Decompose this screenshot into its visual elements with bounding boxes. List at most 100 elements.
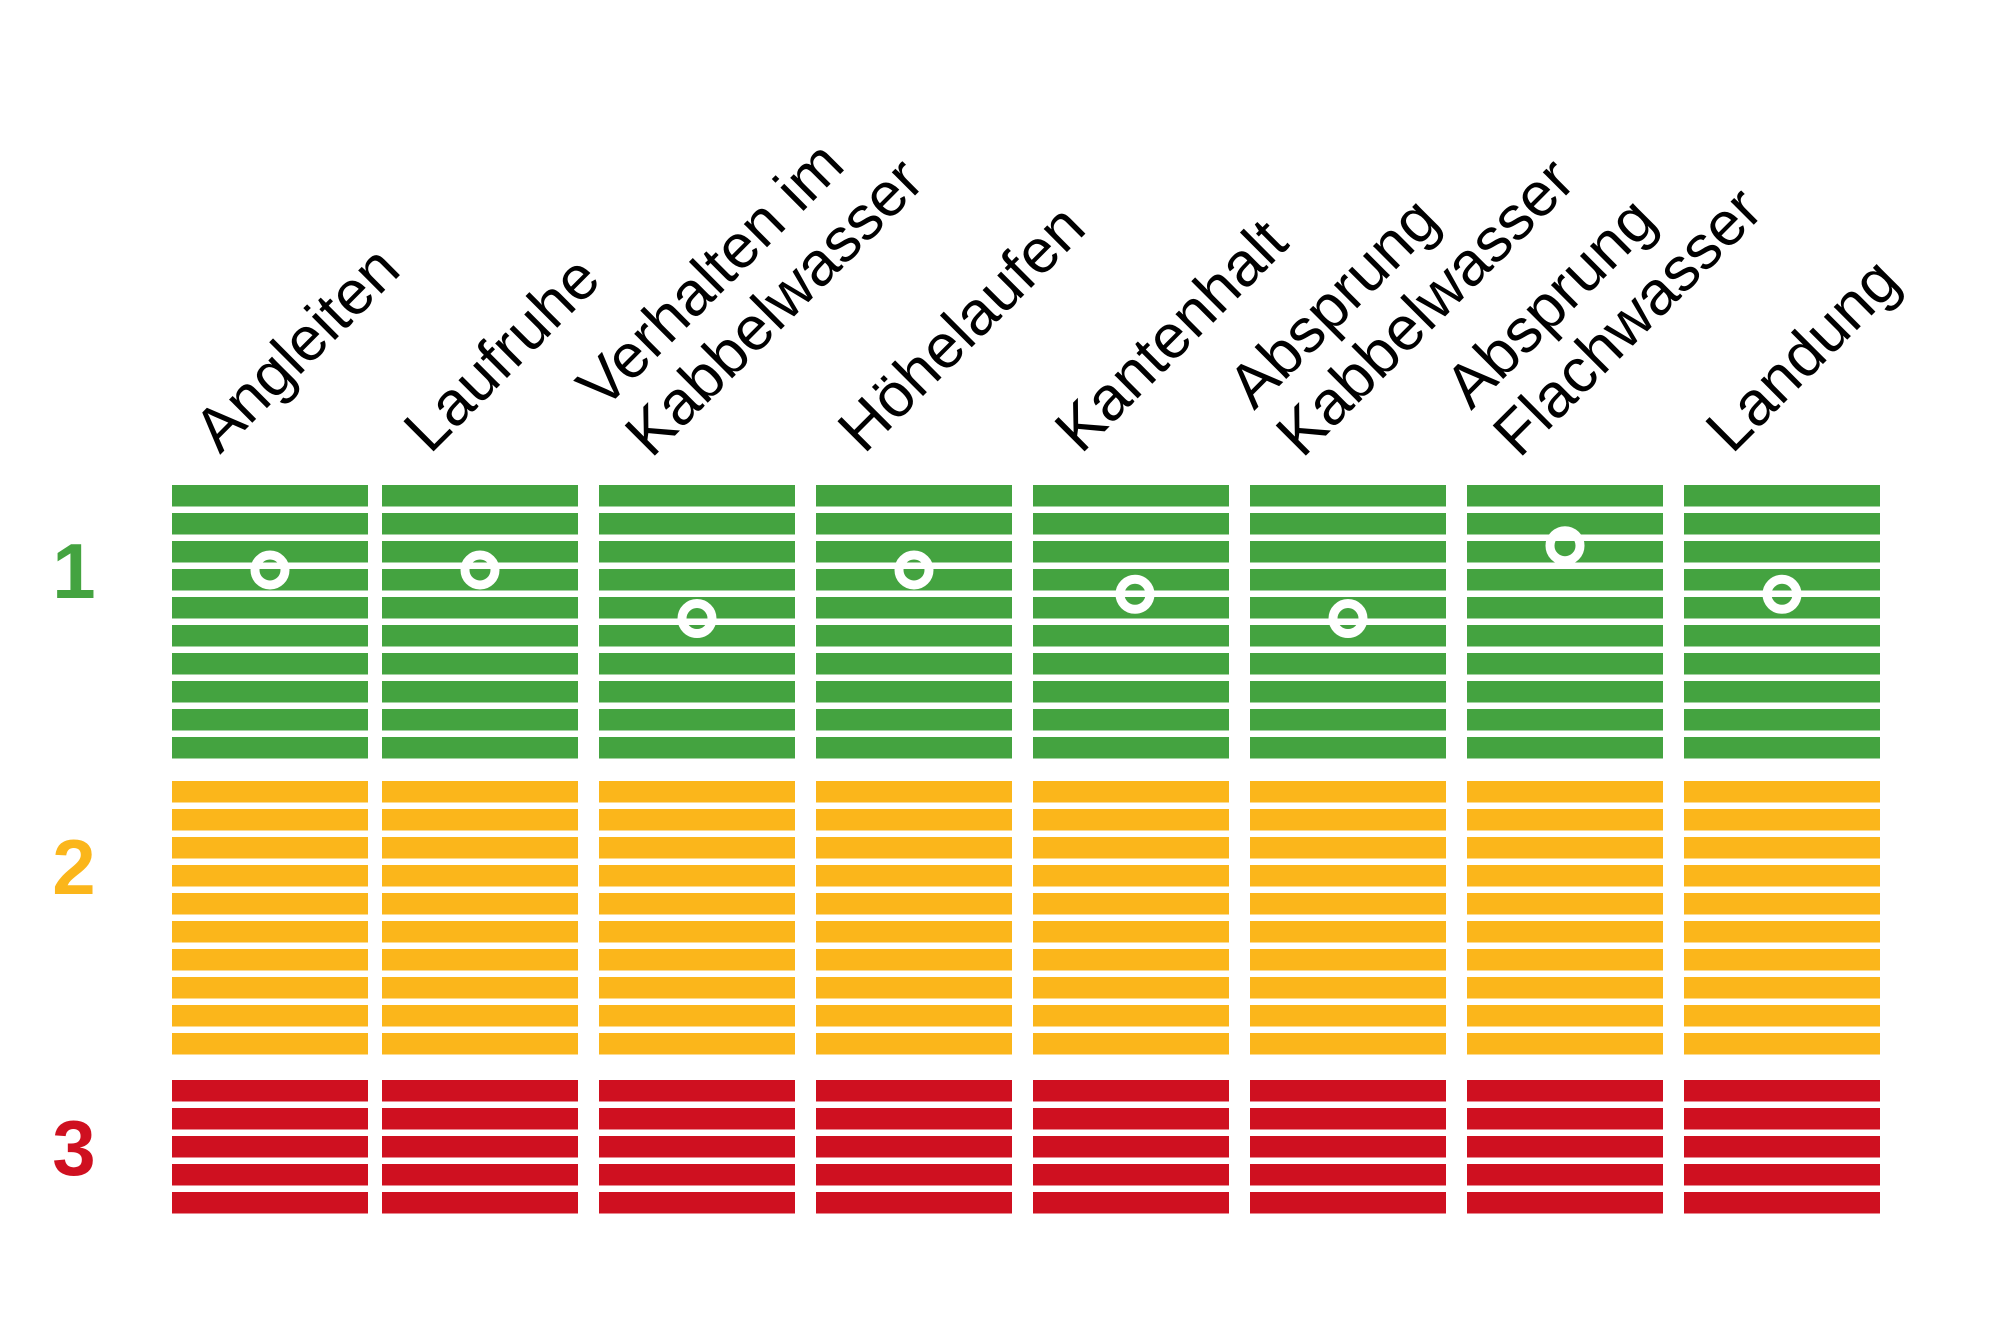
grade-stripe — [382, 625, 578, 647]
grade-stripe — [382, 809, 578, 831]
grade-stripe — [1467, 1108, 1663, 1130]
column-header-line: Angleiten — [181, 233, 413, 465]
grade-stripe — [816, 1192, 1012, 1214]
grade-stripe — [816, 1005, 1012, 1027]
grade-stripe — [172, 1136, 368, 1158]
grade-stripe — [816, 485, 1012, 507]
grade-stripe — [1033, 709, 1229, 731]
grade-stripe — [1250, 569, 1446, 591]
grade-stripe — [599, 865, 795, 887]
grade-stripe — [172, 949, 368, 971]
grade-stripe — [382, 513, 578, 535]
grade-stripe — [599, 513, 795, 535]
grade-stripe — [1684, 837, 1880, 859]
grade-stripe — [1467, 1136, 1663, 1158]
grade-stripe — [1467, 1005, 1663, 1027]
grade-stripe — [1684, 1192, 1880, 1214]
column-header-line: Landung — [1693, 245, 1912, 464]
rating-markers — [250, 526, 1802, 639]
grade-stripe — [382, 737, 578, 759]
grade-stripe — [1684, 1136, 1880, 1158]
grade-stripe — [172, 625, 368, 647]
grade-stripe — [816, 513, 1012, 535]
grade-stripe — [1467, 541, 1663, 563]
grade-stripe — [816, 1080, 1012, 1102]
grade-stripe — [816, 1136, 1012, 1158]
grade-stripe — [1467, 681, 1663, 703]
grade-stripe — [1033, 837, 1229, 859]
grade-stripe — [1250, 681, 1446, 703]
grade-stripe — [382, 1108, 578, 1130]
grade-stripe — [816, 625, 1012, 647]
grade-stripe — [816, 681, 1012, 703]
grade-stripe — [1033, 781, 1229, 803]
grade-stripe — [1250, 865, 1446, 887]
grade-stripe — [1033, 653, 1229, 675]
grade-stripe — [599, 949, 795, 971]
column-header: Landung — [1693, 245, 1912, 464]
grade-stripe — [1033, 977, 1229, 999]
grade-stripe — [816, 709, 1012, 731]
grade-stripe — [382, 1192, 578, 1214]
grade-stripe — [172, 781, 368, 803]
grade-stripe — [1467, 597, 1663, 619]
grade-stripe — [816, 1033, 1012, 1055]
grade-stripe — [1684, 977, 1880, 999]
rating-marker — [677, 599, 717, 639]
grade-stripe — [172, 1080, 368, 1102]
grade-stripe — [1684, 949, 1880, 971]
grade-stripe — [1684, 1080, 1880, 1102]
grade-stripe — [1467, 653, 1663, 675]
grade-stripe — [382, 1164, 578, 1186]
grade-stripe — [1033, 541, 1229, 563]
grade-stripe — [172, 681, 368, 703]
grade-stripe — [172, 921, 368, 943]
grade-stripe — [1250, 893, 1446, 915]
grade-stripe — [816, 809, 1012, 831]
grade-stripe — [382, 709, 578, 731]
grade-stripe — [1033, 625, 1229, 647]
grade-stripe — [816, 1164, 1012, 1186]
grade-stripe — [172, 569, 368, 591]
grade-stripe — [816, 893, 1012, 915]
grade-stripe — [1250, 977, 1446, 999]
rating-marker — [1545, 526, 1585, 566]
grade-stripe — [1033, 681, 1229, 703]
grade-stripe — [1033, 1033, 1229, 1055]
grade-stripe — [816, 865, 1012, 887]
rating-marker — [894, 550, 934, 590]
grade-stripe — [1467, 1192, 1663, 1214]
grade-stripe — [816, 1108, 1012, 1130]
rating-marker — [460, 550, 500, 590]
grade-stripe — [172, 597, 368, 619]
grade-stripe — [599, 809, 795, 831]
grade-stripe — [599, 1164, 795, 1186]
grade-stripe — [1033, 1005, 1229, 1027]
grade-stripe — [1033, 1164, 1229, 1186]
grade-stripe — [382, 865, 578, 887]
grade-stripe — [382, 949, 578, 971]
grade-stripe — [1467, 1033, 1663, 1055]
grade-stripe — [1250, 781, 1446, 803]
rating-marker — [1115, 574, 1155, 614]
grade-stripe — [599, 653, 795, 675]
grade-stripe — [1684, 1033, 1880, 1055]
grade-stripe — [1467, 1080, 1663, 1102]
grade-stripe — [1467, 709, 1663, 731]
grade-stripe — [1250, 1136, 1446, 1158]
grade-stripe — [1467, 893, 1663, 915]
grade-stripe — [1250, 1080, 1446, 1102]
grade-stripe — [1467, 781, 1663, 803]
grade-stripe — [172, 837, 368, 859]
grade-label-1: 1 — [52, 527, 95, 615]
grade-stripe — [1250, 485, 1446, 507]
grade-stripe — [1250, 653, 1446, 675]
grade-stripe — [1250, 737, 1446, 759]
grade-stripe — [1467, 513, 1663, 535]
grade-stripe — [1467, 737, 1663, 759]
grade-stripe — [599, 837, 795, 859]
grade-stripe — [1684, 709, 1880, 731]
grade-stripe — [1250, 1108, 1446, 1130]
